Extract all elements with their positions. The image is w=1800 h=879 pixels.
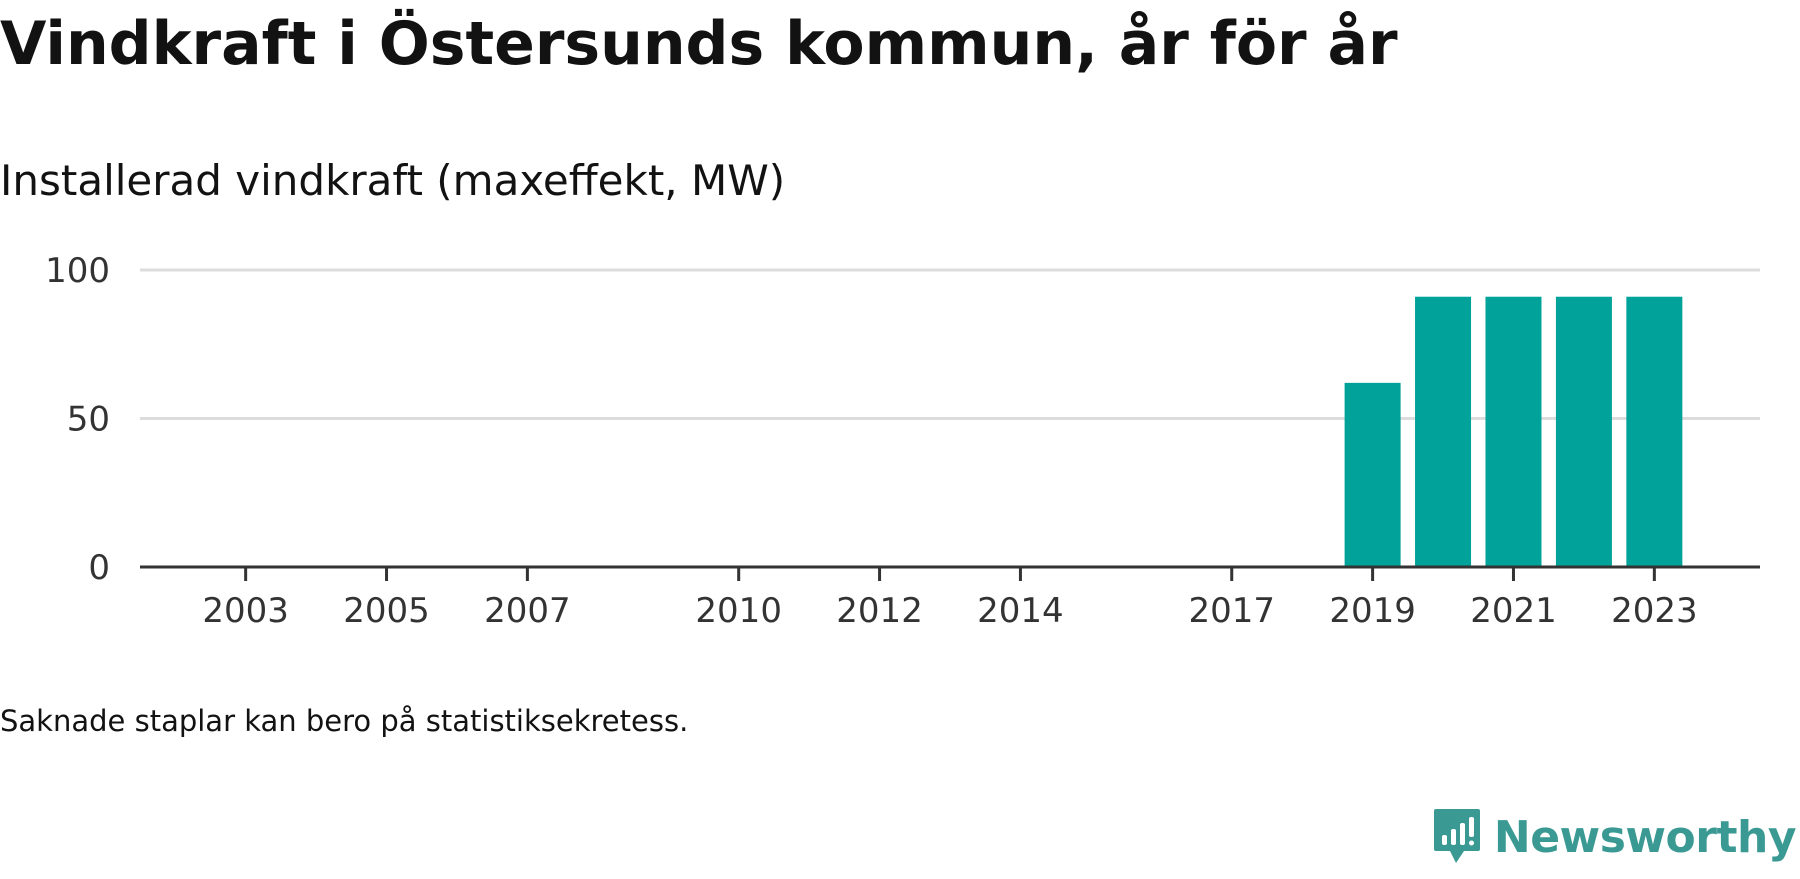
brand-name: Newsworthy <box>1493 811 1797 863</box>
bar-2023 <box>1626 296 1683 567</box>
y-tick-label-50: 50 <box>67 400 110 440</box>
icon-bar-2 <box>1450 829 1456 845</box>
icon-bar-4 <box>1468 817 1474 837</box>
bar-2019 <box>1344 382 1401 567</box>
icon-dot <box>1468 840 1474 846</box>
x-tick-label-2012: 2012 <box>836 591 923 630</box>
bar-2020 <box>1415 296 1472 567</box>
icon-bar-1 <box>1441 835 1447 845</box>
y-tick-label-0: 0 <box>88 548 110 588</box>
x-tick-label-2005: 2005 <box>343 591 430 630</box>
x-tick-label-2023: 2023 <box>1611 591 1698 630</box>
bars <box>1344 296 1683 567</box>
icon-bar-3 <box>1459 823 1465 845</box>
x-tick-label-2021: 2021 <box>1470 591 1557 630</box>
bar-chart: 0 50 100 2003 2005 2007 2010 2012 2014 2017 2019 20… <box>45 251 1760 630</box>
x-tick-label-2019: 2019 <box>1329 591 1416 630</box>
x-tick-label-2003: 2003 <box>202 591 289 630</box>
tick-labels: 0 50 100 2003 2005 2007 2010 2012 2014 2017 2019 20… <box>45 251 1698 630</box>
x-tick-label-2007: 2007 <box>484 591 571 630</box>
chart-title: Vindkraft i Östersunds kommun, år för år <box>0 9 1398 79</box>
bar-2022 <box>1555 296 1612 567</box>
chart-subtitle: Installerad vindkraft (maxeffekt, MW) <box>0 156 786 205</box>
bar-2021 <box>1485 296 1542 567</box>
brand-logo[interactable]: Newsworthy <box>1432 807 1797 867</box>
axes <box>140 565 1760 581</box>
newsworthy-icon <box>1433 809 1480 863</box>
y-tick-label-100: 100 <box>45 251 110 291</box>
x-tick-label-2014: 2014 <box>977 591 1064 630</box>
footnote: Saknade staplar kan bero på statistiksek… <box>0 704 689 738</box>
x-tick-label-2010: 2010 <box>695 591 782 630</box>
x-tick-label-2017: 2017 <box>1188 591 1275 630</box>
speech-bubble-shape <box>1433 809 1480 863</box>
